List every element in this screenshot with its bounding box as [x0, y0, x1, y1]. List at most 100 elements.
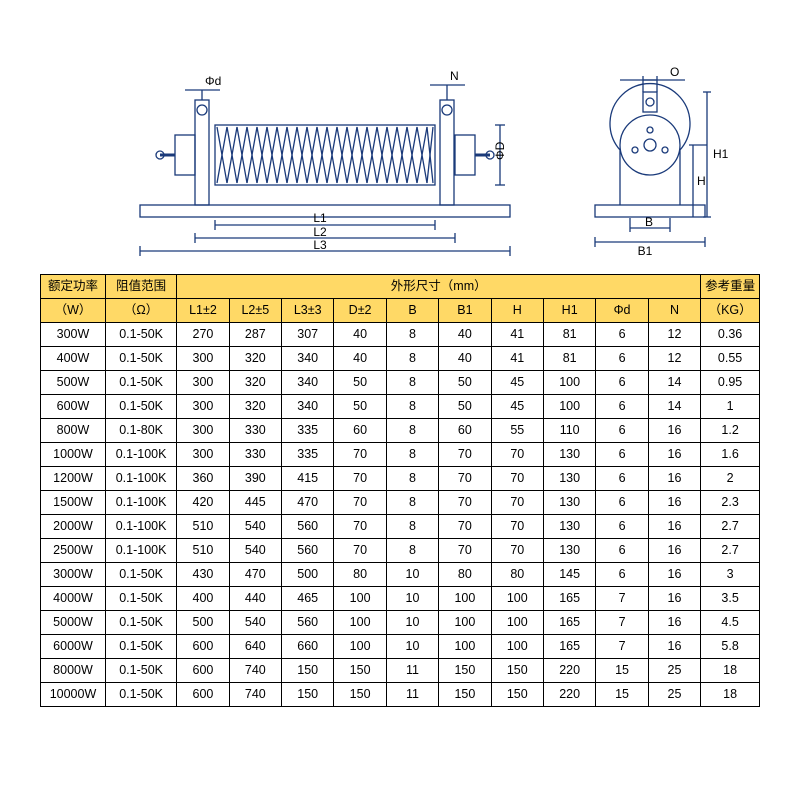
table-cell: 80: [334, 563, 386, 587]
table-cell: 510: [177, 539, 229, 563]
table-cell: 81: [543, 347, 595, 371]
table-cell: 0.1-50K: [105, 611, 176, 635]
spec-table: 额定功率 阻值范围 外形尺寸（mm） 参考重量 （W） （Ω） L1±2 L2±…: [40, 274, 760, 707]
table-cell: 300W: [41, 323, 106, 347]
table-cell: 50: [439, 395, 491, 419]
table-cell: 130: [543, 467, 595, 491]
table-cell: 165: [543, 635, 595, 659]
table-cell: 500: [177, 611, 229, 635]
table-cell: 70: [491, 467, 543, 491]
table-cell: 400: [177, 587, 229, 611]
table-cell: 6: [596, 443, 648, 467]
table-cell: 70: [334, 539, 386, 563]
table-cell: 0.1-50K: [105, 371, 176, 395]
table-cell: 300: [177, 443, 229, 467]
table-cell: 16: [648, 563, 700, 587]
table-cell: 560: [282, 611, 334, 635]
table-cell: 2.7: [701, 515, 760, 539]
dimension-diagram: Φd N: [30, 30, 770, 260]
table-cell: 600: [177, 659, 229, 683]
th-range-unit: （Ω）: [105, 299, 176, 323]
table-cell: 16: [648, 515, 700, 539]
table-cell: 0.95: [701, 371, 760, 395]
table-cell: 70: [334, 443, 386, 467]
table-cell: 320: [229, 347, 281, 371]
table-cell: 16: [648, 467, 700, 491]
table-cell: 0.1-100K: [105, 443, 176, 467]
table-cell: 70: [491, 539, 543, 563]
table-cell: 12: [648, 347, 700, 371]
th-weight-unit: （KG）: [701, 299, 760, 323]
table-cell: 300: [177, 347, 229, 371]
table-cell: 740: [229, 683, 281, 707]
table-cell: 18: [701, 659, 760, 683]
th-power-top: 额定功率: [41, 275, 106, 299]
table-cell: 25: [648, 683, 700, 707]
table-cell: 70: [334, 467, 386, 491]
table-cell: 150: [282, 659, 334, 683]
table-cell: 1000W: [41, 443, 106, 467]
table-cell: 6: [596, 467, 648, 491]
table-cell: 8: [386, 323, 438, 347]
table-cell: 130: [543, 491, 595, 515]
table-cell: 600: [177, 635, 229, 659]
table-cell: 165: [543, 587, 595, 611]
table-row: 600W0.1-50K30032034050850451006141: [41, 395, 760, 419]
table-cell: 25: [648, 659, 700, 683]
label-L2: L2: [313, 225, 327, 239]
table-cell: 50: [334, 395, 386, 419]
table-cell: 340: [282, 395, 334, 419]
table-cell: 510: [177, 515, 229, 539]
table-cell: 5.8: [701, 635, 760, 659]
table-cell: 10000W: [41, 683, 106, 707]
table-cell: 60: [334, 419, 386, 443]
table-cell: 70: [439, 443, 491, 467]
label-H: H: [697, 174, 706, 188]
table-cell: 11: [386, 659, 438, 683]
table-cell: 110: [543, 419, 595, 443]
table-cell: 8: [386, 395, 438, 419]
table-cell: 2: [701, 467, 760, 491]
table-row: 3000W0.1-50K430470500801080801456163: [41, 563, 760, 587]
table-cell: 330: [229, 443, 281, 467]
table-cell: 465: [282, 587, 334, 611]
th-range-top: 阻值范围: [105, 275, 176, 299]
table-cell: 0.1-50K: [105, 563, 176, 587]
table-cell: 14: [648, 395, 700, 419]
table-cell: 300: [177, 371, 229, 395]
table-cell: 100: [543, 371, 595, 395]
table-cell: 0.1-100K: [105, 467, 176, 491]
table-cell: 5000W: [41, 611, 106, 635]
table-cell: 320: [229, 395, 281, 419]
label-phi-d: Φd: [205, 74, 221, 88]
table-cell: 0.1-50K: [105, 395, 176, 419]
th-col-2: L3±3: [282, 299, 334, 323]
table-cell: 220: [543, 659, 595, 683]
table-cell: 3: [701, 563, 760, 587]
table-cell: 8: [386, 539, 438, 563]
table-row: 6000W0.1-50K600640660100101001001657165.…: [41, 635, 760, 659]
table-cell: 470: [282, 491, 334, 515]
table-cell: 7: [596, 587, 648, 611]
table-cell: 6: [596, 371, 648, 395]
table-cell: 2500W: [41, 539, 106, 563]
table-cell: 0.1-50K: [105, 347, 176, 371]
th-col-6: H: [491, 299, 543, 323]
table-cell: 100: [439, 635, 491, 659]
table-cell: 300: [177, 395, 229, 419]
table-cell: 45: [491, 395, 543, 419]
label-L3: L3: [313, 238, 327, 252]
table-row: 300W0.1-50K2702873074084041816120.36: [41, 323, 760, 347]
table-cell: 6: [596, 347, 648, 371]
table-cell: 430: [177, 563, 229, 587]
table-cell: 400W: [41, 347, 106, 371]
table-cell: 540: [229, 539, 281, 563]
label-B1: B1: [638, 244, 653, 258]
table-cell: 540: [229, 611, 281, 635]
label-L1: L1: [313, 211, 327, 225]
table-cell: 70: [439, 515, 491, 539]
label-H1: H1: [713, 147, 729, 161]
table-cell: 100: [334, 611, 386, 635]
table-cell: 3.5: [701, 587, 760, 611]
table-cell: 70: [334, 491, 386, 515]
